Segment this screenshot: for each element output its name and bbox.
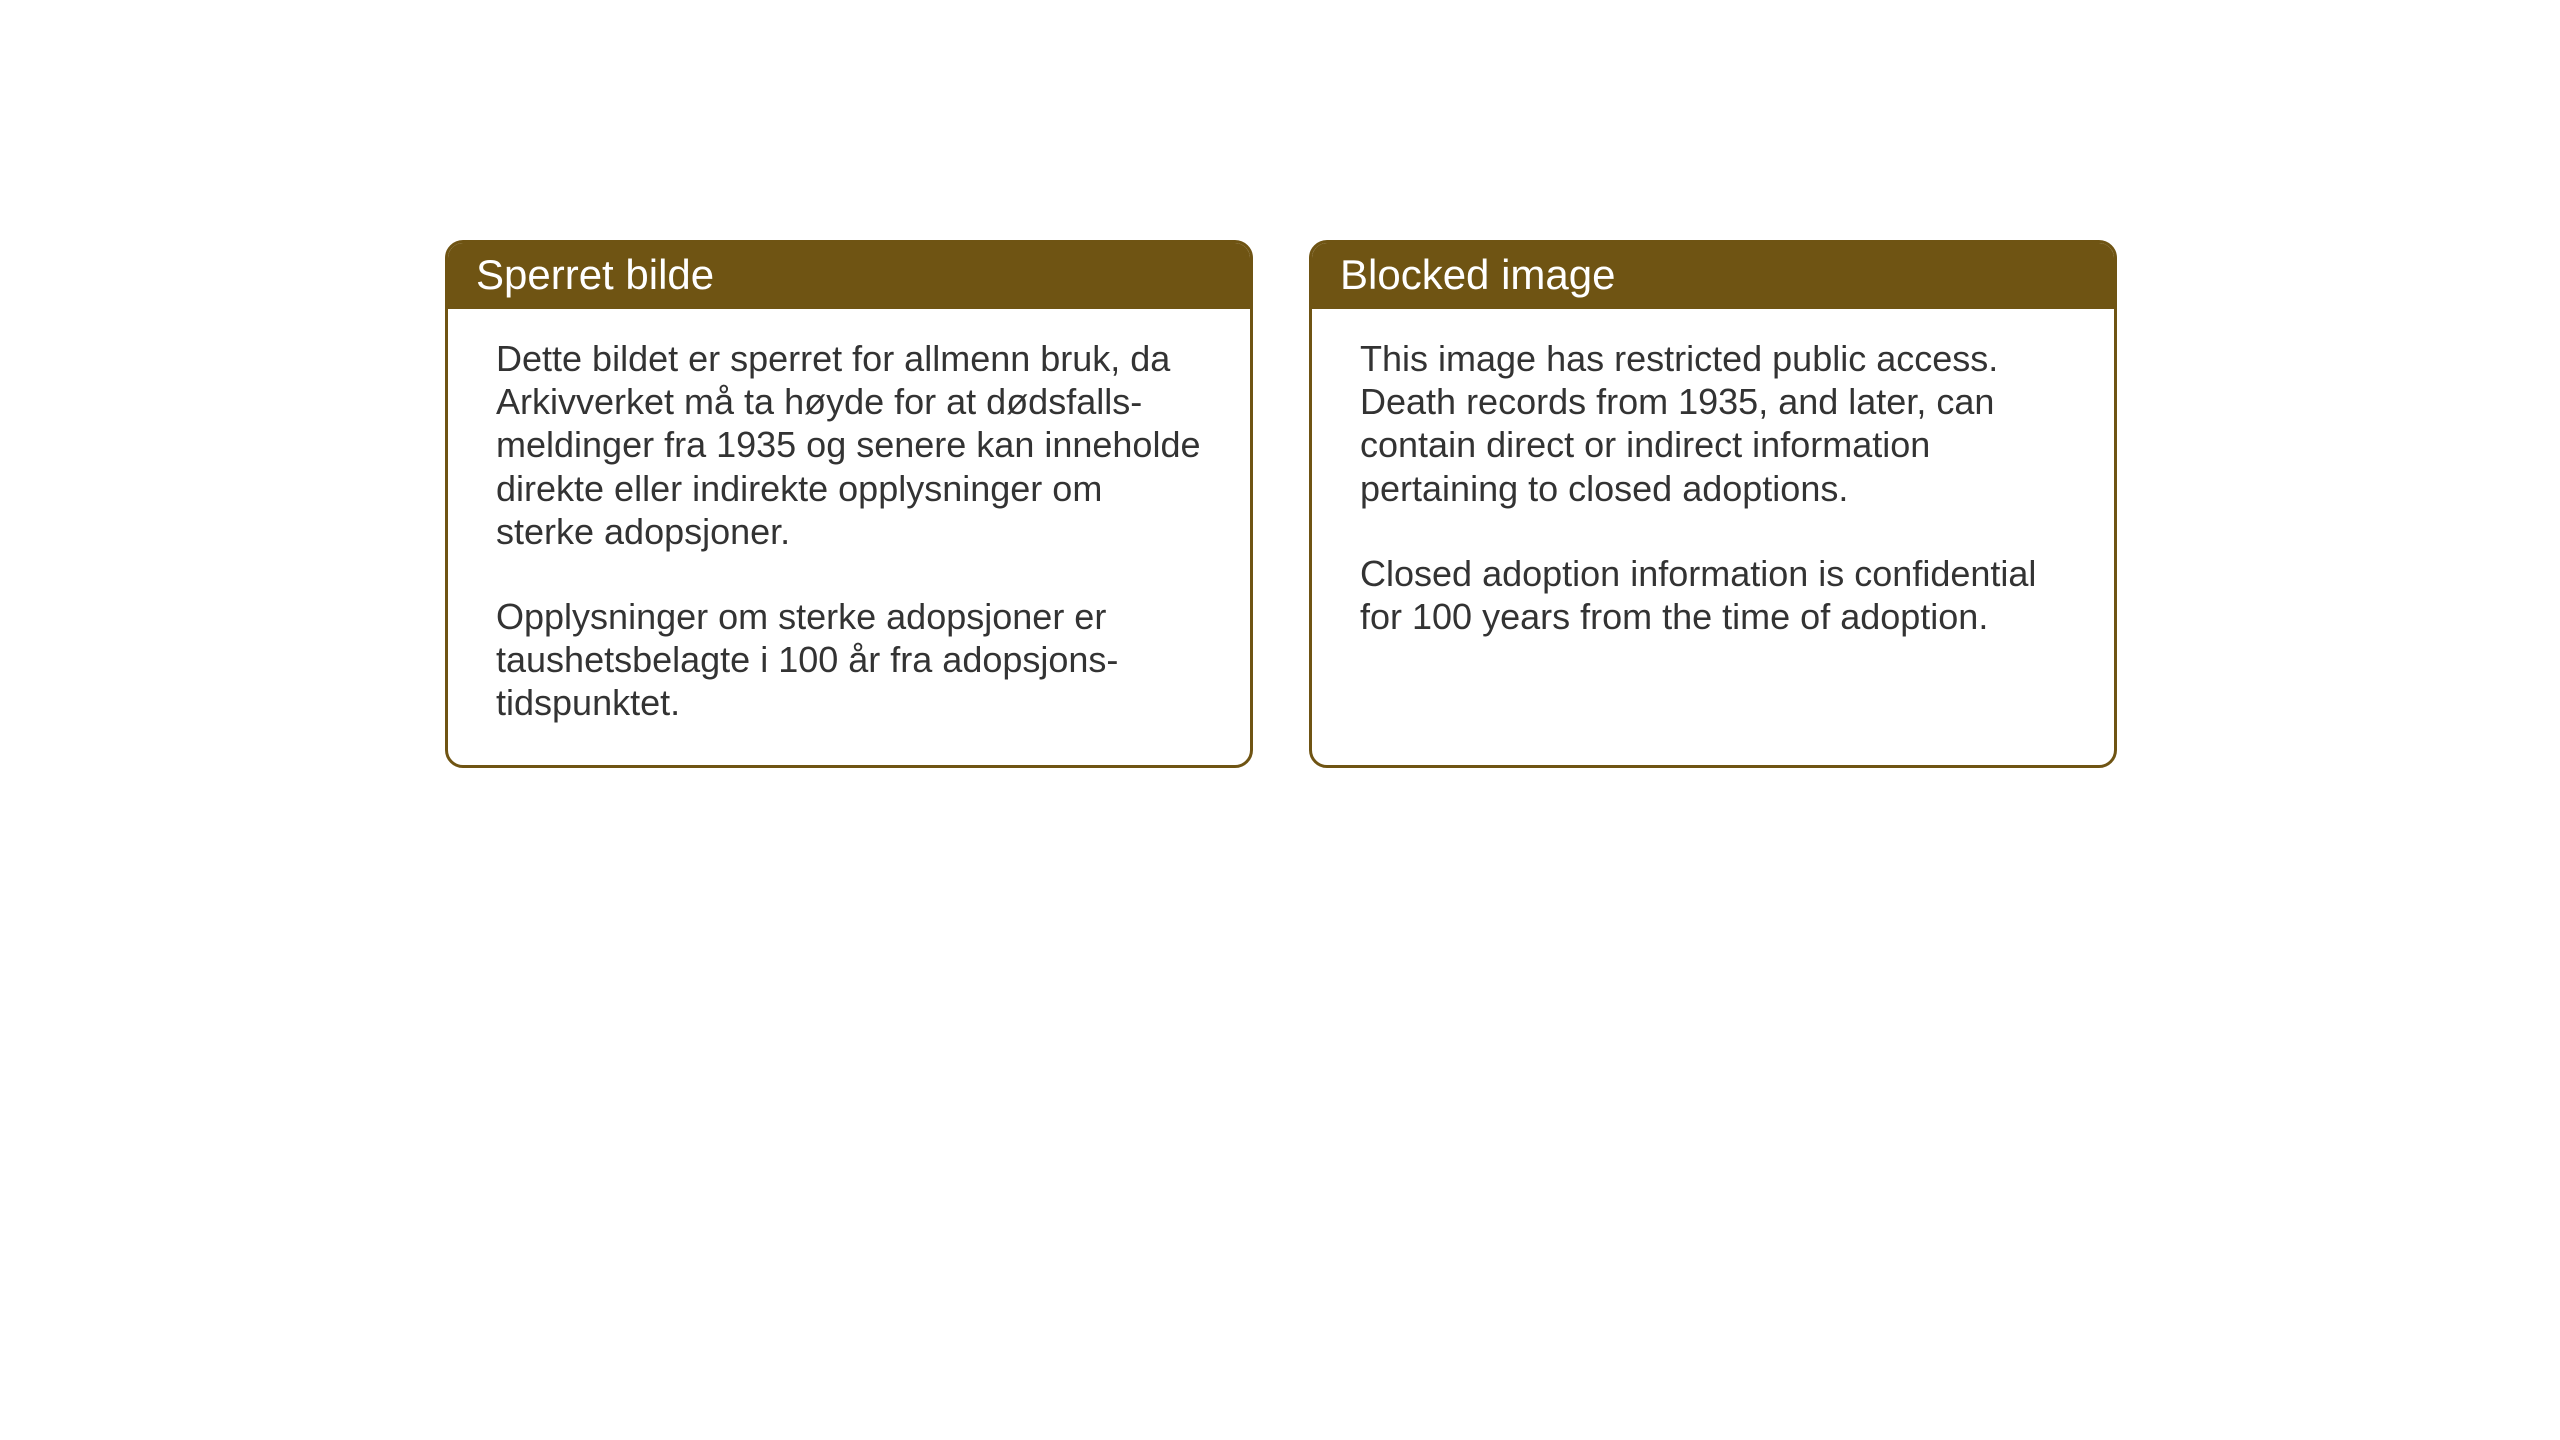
card-body-norwegian: Dette bildet er sperret for allmenn bruk… — [448, 309, 1250, 765]
card-header-english: Blocked image — [1312, 243, 2114, 309]
card-title-norwegian: Sperret bilde — [476, 251, 714, 298]
notice-card-english: Blocked image This image has restricted … — [1309, 240, 2117, 768]
notice-card-norwegian: Sperret bilde Dette bildet er sperret fo… — [445, 240, 1253, 768]
card-title-english: Blocked image — [1340, 251, 1615, 298]
card-paragraph-norwegian-1: Dette bildet er sperret for allmenn bruk… — [496, 337, 1202, 553]
card-paragraph-english-1: This image has restricted public access.… — [1360, 337, 2066, 510]
card-paragraph-norwegian-2: Opplysninger om sterke adopsjoner er tau… — [496, 595, 1202, 725]
notice-container: Sperret bilde Dette bildet er sperret fo… — [445, 240, 2117, 768]
card-paragraph-english-2: Closed adoption information is confident… — [1360, 552, 2066, 638]
card-body-english: This image has restricted public access.… — [1312, 309, 2114, 678]
card-header-norwegian: Sperret bilde — [448, 243, 1250, 309]
